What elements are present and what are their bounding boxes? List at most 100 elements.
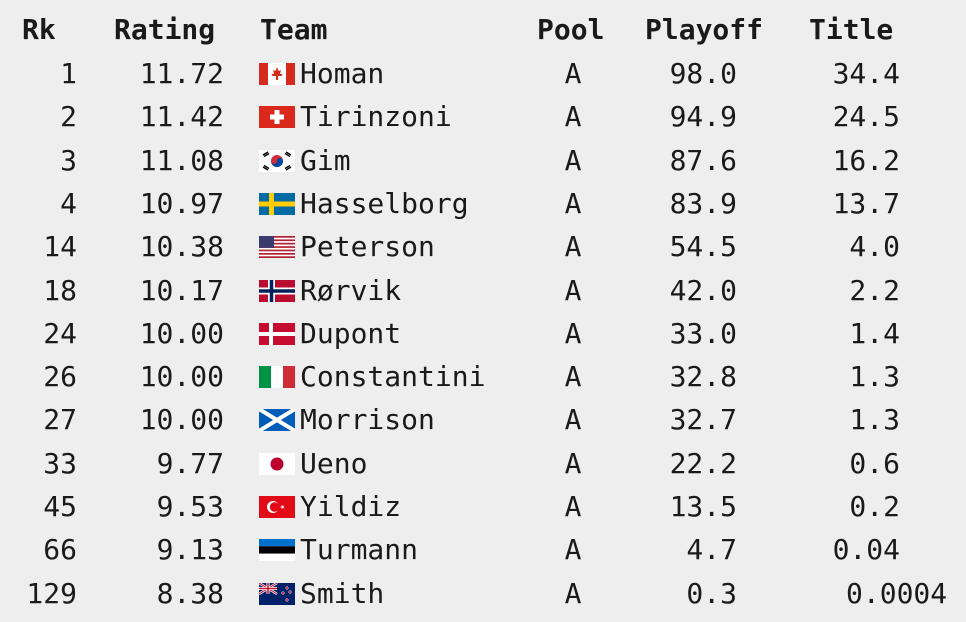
- rating-cell: 9.77: [156, 446, 224, 480]
- header-rating: Rating: [114, 13, 216, 46]
- playoff-cell: 32.8: [669, 360, 737, 394]
- title-cell: 4.0: [849, 230, 900, 264]
- usa-flag-icon: [259, 236, 295, 259]
- pool-cell: A: [564, 576, 582, 610]
- header-pool: Pool: [537, 13, 605, 46]
- pool-cell: A: [564, 533, 582, 567]
- pool-cell: A: [564, 490, 582, 523]
- rank-cell: 24: [43, 316, 77, 350]
- title-cell: 13.7: [832, 186, 900, 220]
- new-zealand-flag-icon: [259, 582, 295, 605]
- table-row: 129 8.38 Smith A 0.3 0.0004: [0, 572, 966, 615]
- rating-cell: 10.38: [139, 230, 224, 264]
- table-row: 27 10.00 Morrison A 32.7 1.3: [0, 398, 966, 441]
- rank-cell: 3: [60, 143, 77, 177]
- playoff-cell: 83.9: [669, 186, 737, 220]
- table-row: 14 10.38 Peterson A 54.5 4.0: [0, 225, 966, 268]
- header-playoff: Playoff: [645, 13, 764, 46]
- team-cell: Peterson: [300, 230, 435, 264]
- rank-cell: 2: [60, 100, 77, 134]
- pool-cell: A: [564, 100, 582, 134]
- rank-cell: 129: [26, 576, 77, 610]
- canada-flag-icon: [259, 63, 295, 85]
- turkey-flag-icon: [259, 496, 295, 518]
- pool-cell: A: [564, 316, 582, 350]
- table-row: 1 11.72 Homan A 98.0 34.4: [0, 52, 966, 95]
- rating-cell: 10.17: [139, 273, 224, 307]
- pool-cell: A: [564, 403, 582, 437]
- title-cell: 24.5: [832, 100, 900, 134]
- playoff-cell: 32.7: [669, 403, 737, 437]
- table-row: 26 10.00 Constantini A 32.8 1.3: [0, 355, 966, 398]
- header-title: Title: [809, 13, 894, 46]
- scotland-flag-icon: [259, 409, 295, 432]
- denmark-flag-icon: [259, 322, 295, 345]
- team-cell: Rørvik: [300, 273, 402, 307]
- rank-cell: 26: [43, 360, 77, 394]
- rating-cell: 10.00: [139, 403, 224, 437]
- playoff-cell: 54.5: [669, 230, 737, 264]
- team-cell: Gim: [300, 143, 351, 177]
- sweden-flag-icon: [259, 192, 295, 215]
- pool-cell: A: [564, 360, 582, 394]
- table-row: 18 10.17 Rørvik A 42.0 2.2: [0, 269, 966, 312]
- rank-cell: 27: [43, 403, 77, 437]
- team-cell: Dupont: [300, 316, 402, 350]
- pool-cell: A: [564, 273, 582, 307]
- table-row: 45 9.53 Yildiz A 13.5 0.2: [0, 485, 966, 528]
- table-row: 2 11.42 Tirinzoni A 94.9 24.5: [0, 95, 966, 138]
- team-cell: Hasselborg: [300, 186, 469, 220]
- rating-cell: 8.38: [156, 576, 224, 610]
- header-row: Rk Rating Team Pool Playoff Title: [0, 8, 966, 51]
- title-cell: 2.2: [849, 273, 900, 307]
- playoff-cell: 42.0: [669, 273, 737, 307]
- header-team: Team: [260, 13, 328, 46]
- pool-cell: A: [564, 230, 582, 264]
- playoff-cell: 87.6: [669, 143, 737, 177]
- title-cell: 1.3: [849, 360, 900, 394]
- pool-cell: A: [564, 143, 582, 177]
- rank-cell: 18: [43, 273, 77, 307]
- south-korea-flag-icon: [259, 149, 295, 172]
- table-row: 33 9.77 Ueno A 22.2 0.6: [0, 442, 966, 485]
- rank-cell: 4: [60, 186, 77, 220]
- pool-cell: A: [564, 446, 582, 480]
- rating-cell: 9.53: [156, 490, 224, 523]
- rating-cell: 11.08: [139, 143, 224, 177]
- italy-flag-icon: [259, 366, 295, 389]
- team-cell: Yildiz: [300, 490, 402, 523]
- playoff-cell: 33.0: [669, 316, 737, 350]
- rank-cell: 66: [43, 533, 77, 567]
- norway-flag-icon: [259, 279, 295, 302]
- playoff-cell: 0.3: [686, 576, 737, 610]
- playoff-cell: 98.0: [669, 57, 737, 90]
- table-row: 4 10.97 Hasselborg A 83.9 13.7: [0, 182, 966, 225]
- rating-cell: 11.72: [139, 57, 224, 90]
- rating-cell: 11.42: [139, 100, 224, 134]
- team-cell: Smith: [300, 576, 385, 610]
- title-cell: 0.04: [832, 533, 900, 567]
- header-rank: Rk: [22, 13, 56, 46]
- estonia-flag-icon: [259, 539, 295, 562]
- playoff-cell: 4.7: [686, 533, 737, 567]
- title-cell: 1.4: [849, 316, 900, 350]
- pool-cell: A: [564, 186, 582, 220]
- title-cell: 0.0004: [846, 576, 948, 610]
- team-cell: Morrison: [300, 403, 435, 437]
- table-row: 24 10.00 Dupont A 33.0 1.4: [0, 312, 966, 355]
- switzerland-flag-icon: [259, 106, 295, 129]
- rating-cell: 10.00: [139, 316, 224, 350]
- playoff-cell: 94.9: [669, 100, 737, 134]
- title-cell: 0.6: [849, 446, 900, 480]
- rating-cell: 9.13: [156, 533, 224, 567]
- playoff-cell: 13.5: [669, 490, 737, 523]
- pool-cell: A: [564, 57, 582, 90]
- title-cell: 0.2: [849, 490, 900, 523]
- team-cell: Constantini: [300, 360, 486, 394]
- rank-cell: 1: [60, 57, 77, 90]
- table-row: 3 11.08 Gim A 87.6 16.2: [0, 139, 966, 182]
- title-cell: 34.4: [832, 57, 900, 90]
- table-row: 66 9.13 Turmann A 4.7 0.04: [0, 528, 966, 571]
- team-cell: Homan: [300, 57, 385, 90]
